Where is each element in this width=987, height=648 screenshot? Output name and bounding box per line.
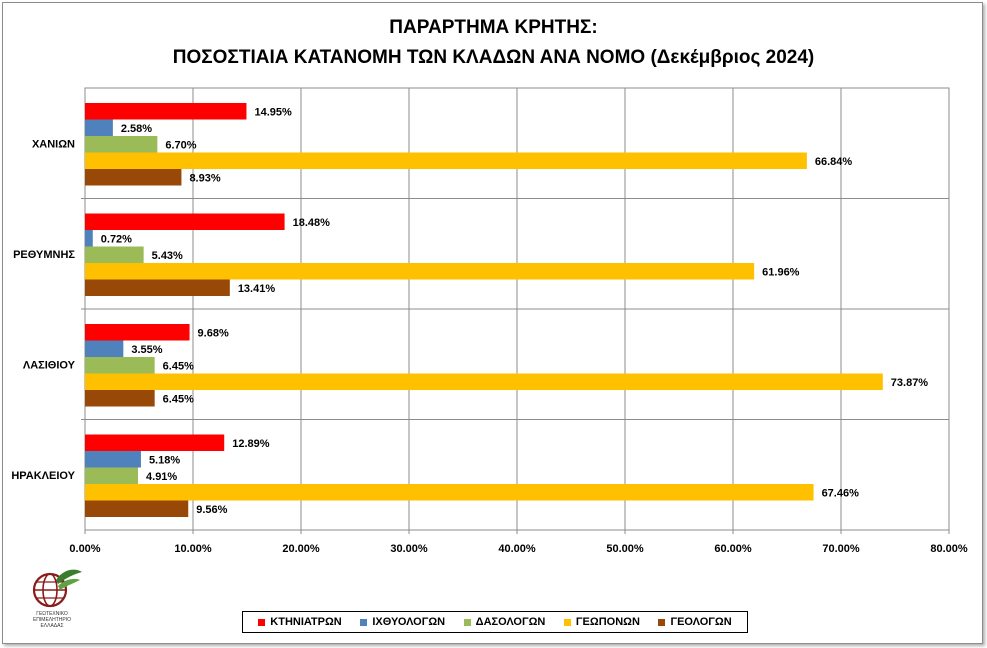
x-tick-label: 30.00% [390,543,428,555]
bar [85,357,155,374]
data-label: 67.46% [822,487,860,499]
bar [85,119,113,136]
data-label: 3.55% [131,344,162,356]
legend-swatch [360,618,368,626]
logo-text-line-2: ΕΠΙΜΕΛΗΤΗΡΙΟ [33,617,71,623]
data-label: 12.89% [232,438,270,450]
bar [85,169,182,186]
x-tick-label: 20.00% [282,543,320,555]
bar [85,484,814,501]
data-label: 8.93% [189,172,220,184]
x-tick-label: 50.00% [606,543,644,555]
bar [85,263,755,280]
data-label: 4.91% [146,471,177,483]
x-tick-label: 0.00% [69,543,100,555]
leaf-icon [56,569,82,590]
bar [85,324,190,341]
x-tick-label: 40.00% [498,543,536,555]
data-label: 0.72% [101,233,132,245]
legend-swatch [658,618,666,626]
chart-title-line-2: ΠΟΣΟΣΤΙΑΙΑ ΚΑΤΑΝΟΜΗ ΤΩΝ ΚΛΑΔΩΝ ΑΝΑ ΝΟΜΟ … [172,47,815,68]
bar [85,434,225,451]
legend-item: ΔΑΣΟΛΟΓΩΝ [463,616,546,628]
logo-text-line-1: ΓΕΩΤΕΧΝΙΚΟ [36,611,68,617]
bar [85,500,189,517]
chart-legend: ΚΤΗΝΙΑΤΡΩΝ ΙΧΘΥΟΛΟΓΩΝ ΔΑΣΟΛΟΓΩΝ ΓΕΩΠΟΝΩΝ ΓΕΟ… [242,611,748,633]
bar [85,246,144,263]
legend-item: ΙΧΘΥΟΛΟΓΩΝ [360,616,445,628]
bar [85,136,158,153]
data-label: 5.43% [152,250,183,262]
legend-label: ΔΑΣΟΛΟΓΩΝ [475,616,546,628]
category-label: ΧΑΝΙΩΝ [32,138,75,150]
data-label: 6.45% [163,360,194,372]
data-label: 6.70% [165,139,196,151]
geotechnical-chamber-logo: ΓΕΩΤΕΧΝΙΚΟ ΕΠΙΜΕΛΗΤΗΡΙΟ ΕΛΛΑΔΑΣ [32,569,82,629]
bar-chart: 0.00% 10.00% 20.00% 30.00% 40.00% 50.00% 60.00… [11,87,968,555]
legend-label: ΚΤΗΝΙΑΤΡΩΝ [270,616,342,628]
logo-text-line-3: ΕΛΛΑΔΑΣ [40,623,63,629]
data-label: 9.68% [198,327,229,339]
category-label: ΛΑΣΙΘΙΟΥ [23,359,76,371]
legend-item: ΚΤΗΝΙΑΤΡΩΝ [258,616,342,628]
bar [85,103,247,120]
x-tick-label: 10.00% [174,543,212,555]
data-label: 18.48% [293,217,331,229]
data-label: 13.41% [238,283,276,295]
data-label: 2.58% [121,123,152,135]
data-label: 14.95% [254,106,292,118]
data-label: 5.18% [149,454,180,466]
legend-swatch [563,618,571,626]
data-label: 66.84% [815,156,853,168]
chart-title-line-1: ΠΑΡΑΡΤΗΜΑ ΚΡΗΤΗΣ: [389,17,598,38]
category-label: ΗΡΑΚΛΕΙΟΥ [11,470,75,482]
bar [85,451,141,468]
bar [85,230,93,247]
bar [85,340,124,357]
legend-label: ΓΕΟΛΟΓΩΝ [670,616,732,628]
x-tick-label: 80.00% [930,543,968,555]
bar [85,373,883,390]
legend-label: ΙΧΘΥΟΛΟΓΩΝ [372,616,446,628]
bar [85,279,230,296]
data-label: 61.96% [762,266,800,278]
legend-item: ΓΕΟΛΟΓΩΝ [658,616,732,628]
bar [85,467,139,484]
globe-icon [32,572,68,608]
legend-label: ΓΕΩΠΟΝΩΝ [575,616,640,628]
legend-swatch [258,618,266,626]
legend-swatch [463,618,471,626]
bar [85,390,155,407]
bar [85,213,285,230]
data-label: 73.87% [891,377,929,389]
data-label: 6.45% [163,393,194,405]
data-label: 9.56% [196,504,227,516]
category-label: ΡΕΘΥΜΝΗΣ [13,249,75,261]
x-tick-label: 70.00% [822,543,860,555]
legend-item: ΓΕΩΠΟΝΩΝ [563,616,640,628]
bar [85,152,807,169]
x-tick-label: 60.00% [714,543,752,555]
